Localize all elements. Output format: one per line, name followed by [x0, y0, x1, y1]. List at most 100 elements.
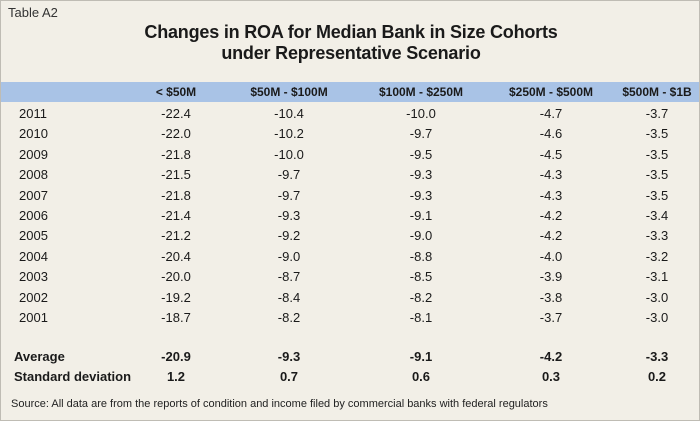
table-cell: -4.3 [539, 187, 563, 203]
table-cell: -9.0 [277, 248, 301, 264]
table-row: 2006 -21.4 -9.3 -9.1 -4.2 -3.4 [1, 206, 699, 226]
table-cell: -4.6 [539, 126, 563, 142]
table-cell: -8.7 [277, 269, 301, 285]
table-cell: -19.2 [161, 289, 191, 305]
table-cell: -8.8 [409, 248, 433, 264]
table-cell: -9.5 [409, 146, 433, 162]
summary-rows: Average -20.9 -9.3 -9.1 -4.2 -3.3 Standard dev… [1, 347, 699, 388]
table-cell: -10.0 [274, 146, 304, 162]
summary-cell: 0.6 [411, 369, 431, 385]
table-cell: -3.1 [645, 269, 669, 285]
table-cell: -9.3 [409, 167, 433, 183]
source-note: Source: All data are from the reports of… [11, 398, 548, 410]
row-year: 2003 [19, 269, 48, 285]
table-cell: -9.7 [277, 167, 301, 183]
table-cell: -8.2 [409, 289, 433, 305]
table-row: 2009 -21.8 -10.0 -9.5 -4.5 -3.5 [1, 145, 699, 165]
title-line-2: under Representative Scenario [221, 43, 481, 63]
summary-cell: 1.2 [166, 369, 186, 385]
row-year: 2001 [19, 309, 48, 325]
table-cell: -3.3 [645, 228, 669, 244]
summary-cell: -3.3 [645, 349, 669, 364]
table-cell: -10.2 [274, 126, 304, 142]
row-year: 2009 [19, 146, 48, 162]
table-cell: -3.5 [645, 167, 669, 183]
table-cell: -21.5 [161, 167, 191, 183]
table-row: 2002 -19.2 -8.4 -8.2 -3.8 -3.0 [1, 288, 699, 308]
table-row: 2010 -22.0 -10.2 -9.7 -4.6 -3.5 [1, 124, 699, 144]
table-row: 2008 -21.5 -9.7 -9.3 -4.3 -3.5 [1, 165, 699, 185]
table-label: Table A2 [8, 5, 58, 20]
row-year: 2011 [19, 106, 47, 121]
table-cell: -9.1 [409, 207, 433, 223]
table-cell: -4.7 [539, 106, 563, 121]
table-cell: -21.2 [161, 228, 191, 244]
column-header-band: < $50M $50M - $100M $100M - $250M $250M … [1, 82, 699, 102]
summary-label: Average [14, 349, 65, 364]
table-cell: -3.9 [539, 269, 563, 285]
table-cell: -4.2 [539, 228, 563, 244]
column-header: < $50M [155, 85, 197, 99]
table-cell: -9.3 [409, 187, 433, 203]
table-cell: -9.7 [409, 126, 433, 142]
table-cell: -22.4 [161, 106, 191, 121]
row-year: 2005 [19, 228, 48, 244]
table-row: 2007 -21.8 -9.7 -9.3 -4.3 -3.5 [1, 186, 699, 206]
table-cell: -10.4 [274, 106, 304, 121]
table-cell: -3.0 [645, 309, 669, 325]
table-cell: -3.8 [539, 289, 563, 305]
table-cell: -4.5 [539, 146, 563, 162]
table-cell: -18.7 [161, 309, 191, 325]
table-cell: -21.8 [161, 146, 191, 162]
summary-cell: 0.2 [647, 369, 667, 385]
table-cell: -21.4 [161, 207, 191, 223]
row-year: 2006 [19, 207, 48, 223]
table-cell: -3.7 [645, 106, 669, 121]
table-title: Changes in ROA for Median Bank in Size C… [1, 22, 700, 64]
table-cell: -8.4 [277, 289, 301, 305]
table-row: 2003 -20.0 -8.7 -8.5 -3.9 -3.1 [1, 267, 699, 287]
table-cell: -3.4 [645, 207, 669, 223]
table-cell: -8.5 [409, 269, 433, 285]
table-cell: -3.0 [645, 289, 669, 305]
column-header: $50M - $100M [250, 85, 328, 99]
column-header: $100M - $250M [378, 85, 464, 99]
row-year: 2007 [19, 187, 48, 203]
row-year: 2010 [19, 126, 48, 142]
summary-cell: 0.3 [541, 369, 561, 385]
summary-cell: -4.2 [539, 349, 563, 364]
table-cell: -9.0 [409, 228, 433, 244]
row-year: 2004 [19, 248, 48, 264]
table-row: 2004 -20.4 -9.0 -8.8 -4.0 -3.2 [1, 247, 699, 267]
column-header: $250M - $500M [508, 85, 594, 99]
table-cell: -4.3 [539, 167, 563, 183]
table-cell: -8.1 [409, 309, 433, 325]
table-cell: -4.2 [539, 207, 563, 223]
table-cell: -9.2 [277, 228, 301, 244]
summary-row: Average -20.9 -9.3 -9.1 -4.2 -3.3 [1, 347, 699, 367]
title-line-1: Changes in ROA for Median Bank in Size C… [144, 22, 558, 42]
table-cell: -9.3 [277, 207, 301, 223]
table-cell: -8.2 [277, 309, 301, 325]
row-year: 2008 [19, 167, 48, 183]
table-cell: -22.0 [161, 126, 191, 142]
table-cell: -20.4 [161, 248, 191, 264]
summary-cell: 0.7 [279, 369, 299, 385]
table-cell: -3.2 [645, 248, 669, 264]
table-cell: -10.0 [406, 106, 436, 121]
table-cell: -3.7 [539, 309, 563, 325]
summary-cell: -20.9 [161, 349, 191, 364]
summary-row: Standard deviation 1.2 0.7 0.6 0.3 0.2 [1, 367, 699, 387]
table-row: 2005 -21.2 -9.2 -9.0 -4.2 -3.3 [1, 226, 699, 246]
table-row: 2011 -22.4 -10.4 -10.0 -4.7 -3.7 [1, 104, 699, 124]
table-cell: -3.5 [645, 126, 669, 142]
table-cell: -21.8 [161, 187, 191, 203]
summary-label: Standard deviation [14, 369, 132, 385]
table-cell: -3.5 [645, 146, 669, 162]
table-row: 2001 -18.7 -8.2 -8.1 -3.7 -3.0 [1, 308, 699, 328]
table-cell: -20.0 [161, 269, 191, 285]
summary-cell: -9.3 [277, 349, 301, 364]
column-header: $500M - $1B [622, 85, 692, 99]
table-cell: -3.5 [645, 187, 669, 203]
